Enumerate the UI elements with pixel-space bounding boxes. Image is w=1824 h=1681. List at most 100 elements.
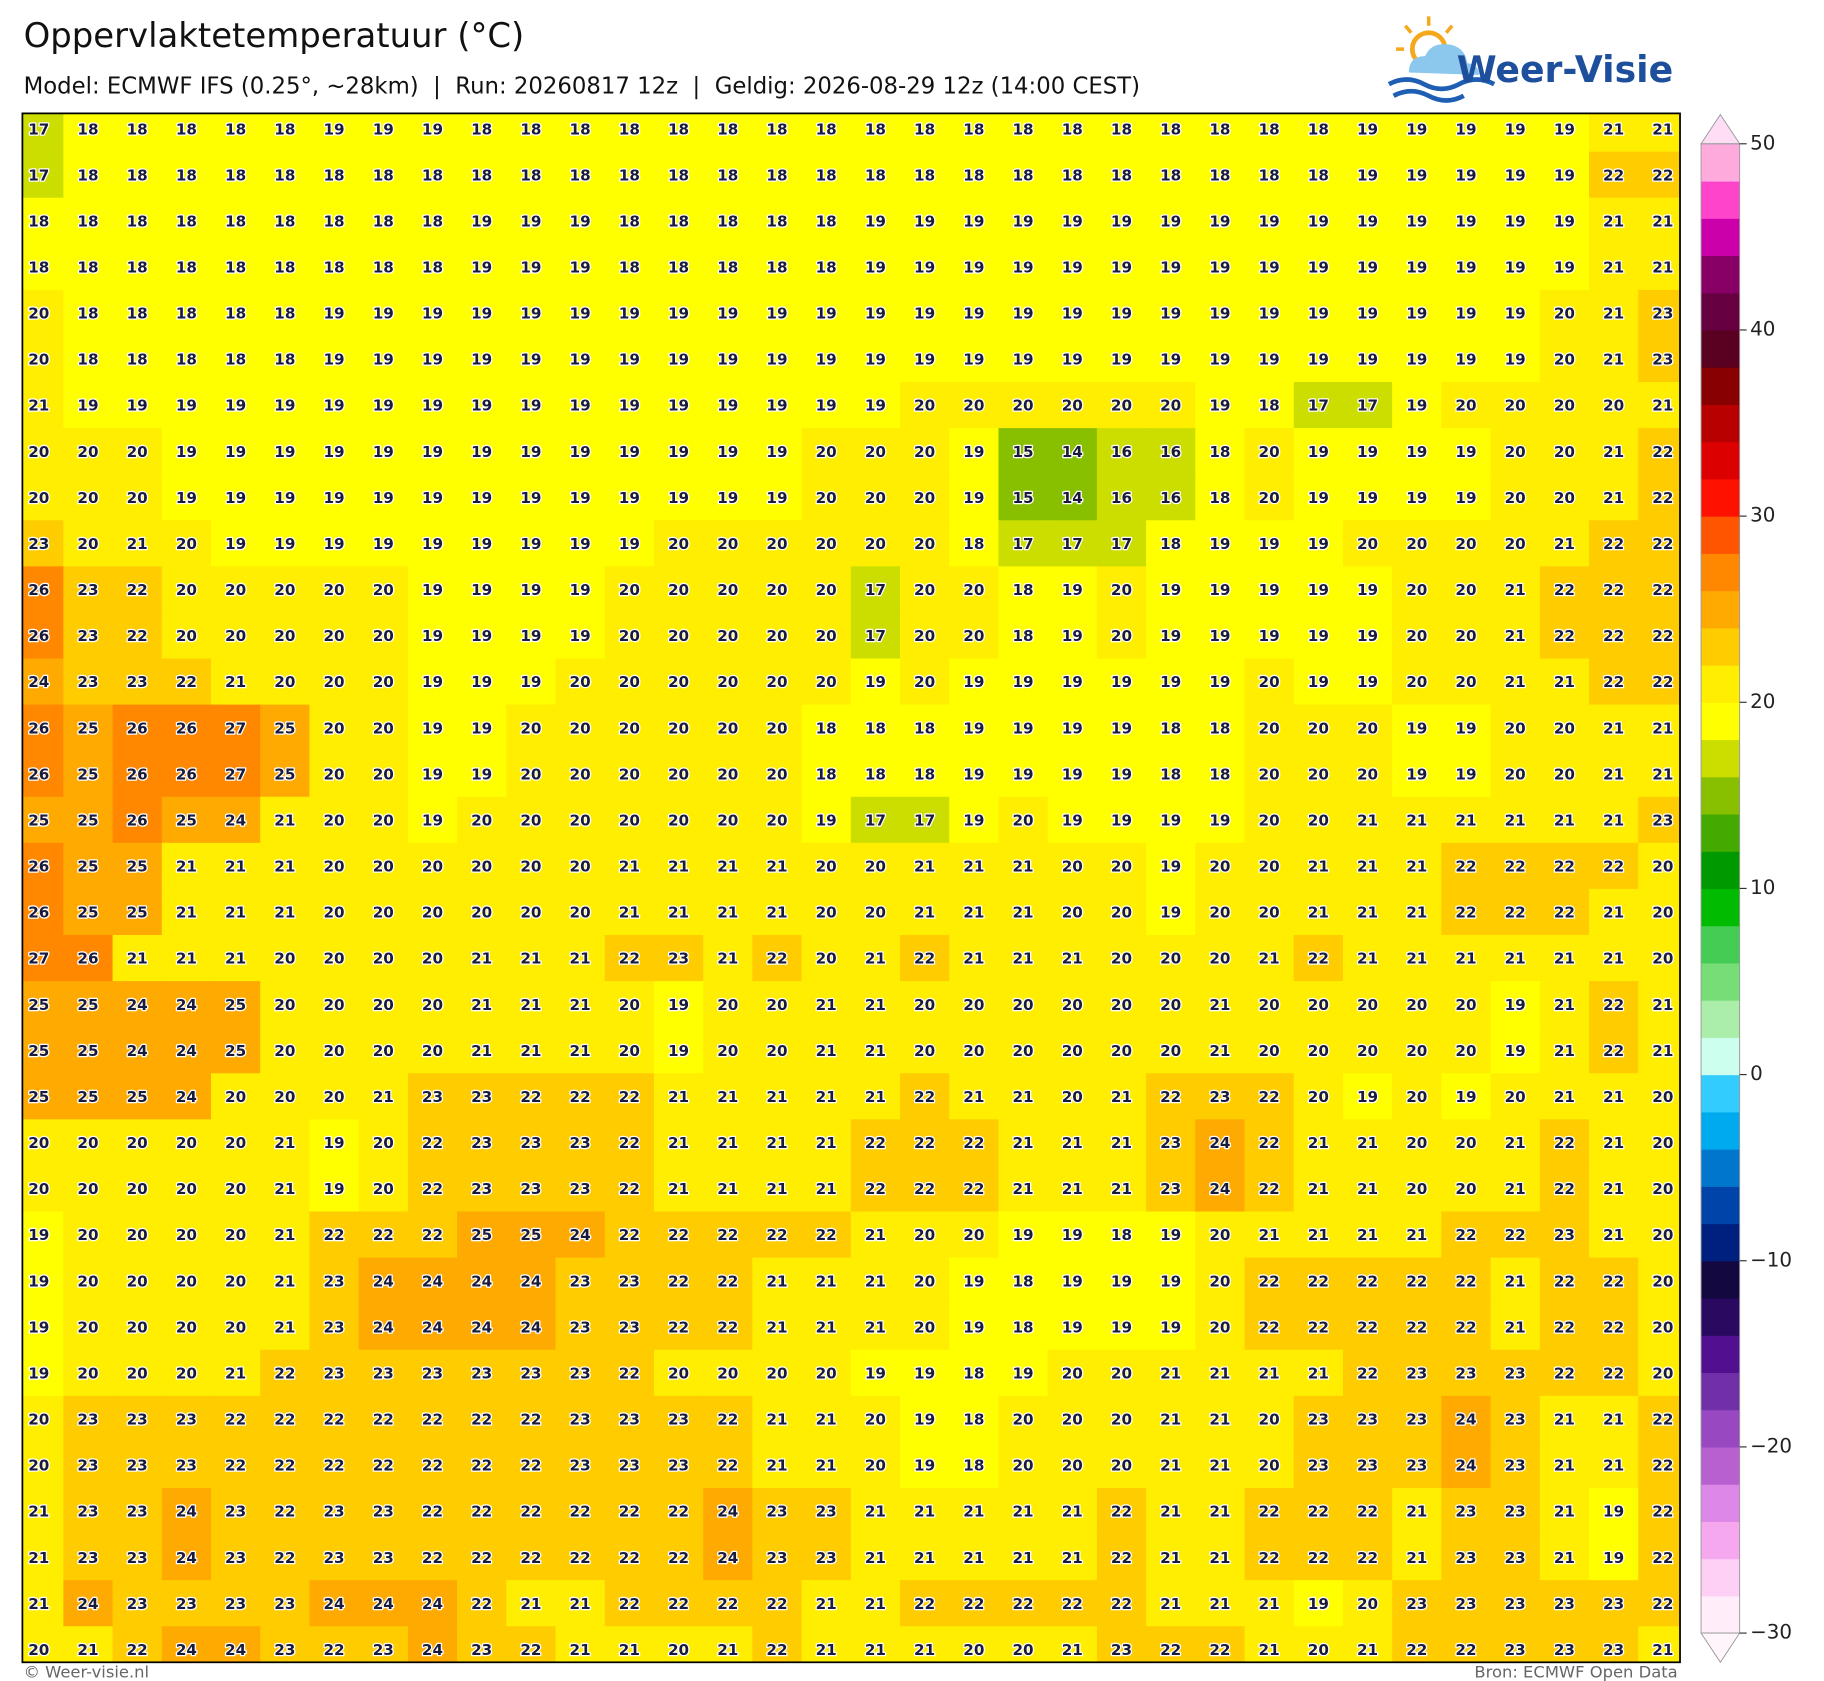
temperature-cell — [1293, 1119, 1344, 1167]
temperature-value: 24 — [176, 1641, 197, 1659]
temperature-value: 21 — [816, 1318, 837, 1336]
colorbar-segment — [1701, 478, 1740, 517]
temperature-cell — [1589, 658, 1639, 706]
temperature-value: 20 — [471, 858, 492, 876]
colorbar-segment — [1701, 888, 1740, 927]
temperature-cell — [1342, 981, 1393, 1028]
temperature-cell — [900, 428, 950, 475]
temperature-value: 19 — [619, 351, 640, 369]
temperature-cell — [309, 1119, 360, 1167]
temperature-cell — [801, 1441, 852, 1489]
colorbar-segment — [1701, 1409, 1740, 1448]
temperature-cell — [1293, 981, 1344, 1028]
temperature-value: 19 — [570, 212, 591, 230]
temperature-cell — [506, 796, 557, 844]
temperature-value: 18 — [274, 166, 295, 184]
temperature-cell — [752, 243, 803, 291]
temperature-cell — [211, 1487, 261, 1535]
temperature-value: 21 — [520, 996, 541, 1014]
temperature-cell — [653, 520, 704, 568]
temperature-value: 19 — [77, 397, 98, 415]
temperature-cell — [1441, 1165, 1492, 1213]
temperature-value: 18 — [225, 259, 246, 277]
temperature-cell — [1047, 243, 1098, 291]
temperature-value: 20 — [1111, 397, 1132, 415]
temperature-cell — [309, 1441, 360, 1489]
temperature-value: 21 — [1160, 1503, 1181, 1521]
temperature-value: 21 — [1160, 1457, 1181, 1475]
temperature-value: 18 — [816, 765, 837, 783]
temperature-value: 23 — [1455, 1364, 1476, 1382]
temperature-cell — [1441, 796, 1492, 844]
temperature-value: 20 — [323, 996, 344, 1014]
temperature-cell — [703, 197, 754, 245]
logo-rays — [1395, 16, 1454, 51]
temperature-cell — [1441, 289, 1492, 337]
temperature-value: 17 — [865, 627, 886, 645]
temperature-cell — [949, 1073, 1000, 1121]
colorbar-segment — [1701, 925, 1740, 964]
temperature-cell — [63, 750, 114, 798]
temperature-cell — [1146, 704, 1197, 752]
temperature-cell — [309, 113, 360, 153]
temperature-value: 19 — [323, 1180, 344, 1198]
temperature-value: 22 — [668, 1318, 689, 1336]
temperature-value: 21 — [766, 1272, 787, 1290]
temperature-cell — [850, 1119, 901, 1167]
temperature-cell — [1293, 1441, 1344, 1489]
temperature-cell — [949, 1349, 1000, 1397]
temperature-cell — [63, 842, 114, 890]
temperature-value: 20 — [323, 1042, 344, 1060]
temperature-value: 19 — [1308, 351, 1329, 369]
temperature-cell — [112, 1027, 163, 1074]
colorbar-segment — [1701, 590, 1740, 629]
temperature-cell — [555, 935, 606, 982]
temperature-value: 19 — [373, 305, 394, 323]
temperature-cell — [1392, 1165, 1443, 1213]
temperature-value: 17 — [1012, 535, 1033, 553]
temperature-cell — [211, 1119, 261, 1167]
temperature-cell — [309, 151, 360, 199]
temperature-cell — [1146, 151, 1197, 199]
temperature-cell — [752, 1211, 803, 1259]
temperature-value: 20 — [914, 1042, 935, 1060]
temperature-value: 25 — [77, 765, 98, 783]
temperature-cell — [260, 1165, 311, 1213]
temperature-cell — [260, 113, 311, 153]
temperature-cell — [22, 197, 65, 245]
temperature-value: 20 — [717, 1042, 738, 1060]
temperature-value: 20 — [77, 1318, 98, 1336]
temperature-cell — [309, 704, 360, 752]
temperature-value: 22 — [914, 1180, 935, 1198]
temperature-value: 20 — [1554, 489, 1575, 507]
temperature-value: 19 — [1062, 1226, 1083, 1244]
temperature-value: 19 — [1455, 765, 1476, 783]
temperature-cell — [63, 658, 114, 706]
temperature-cell — [161, 566, 212, 614]
temperature-cell — [112, 796, 163, 844]
temperature-cell — [358, 704, 409, 752]
temperature-value: 21 — [914, 858, 935, 876]
temperature-cell — [407, 382, 458, 429]
temperature-cell — [555, 1580, 606, 1627]
temperature-value: 22 — [422, 1226, 443, 1244]
temperature-value: 22 — [520, 1503, 541, 1521]
temperature-value: 19 — [176, 489, 197, 507]
temperature-value: 20 — [1406, 1042, 1427, 1060]
temperature-cell — [407, 1027, 458, 1074]
temperature-value: 21 — [766, 1134, 787, 1152]
temperature-cell — [22, 1303, 65, 1351]
temperature-cell — [22, 1441, 65, 1489]
temperature-value: 22 — [1505, 858, 1526, 876]
temperature-value: 20 — [1259, 1042, 1280, 1060]
temperature-value: 20 — [1209, 858, 1230, 876]
temperature-value: 21 — [668, 904, 689, 922]
temperature-value: 21 — [1505, 673, 1526, 691]
temperature-cell — [850, 1257, 901, 1305]
temperature-cell — [211, 520, 261, 568]
temperature-cell — [161, 1441, 212, 1489]
temperature-value: 19 — [1406, 212, 1427, 230]
temperature-cell — [22, 842, 65, 890]
temperature-value: 19 — [717, 351, 738, 369]
temperature-value: 19 — [865, 351, 886, 369]
